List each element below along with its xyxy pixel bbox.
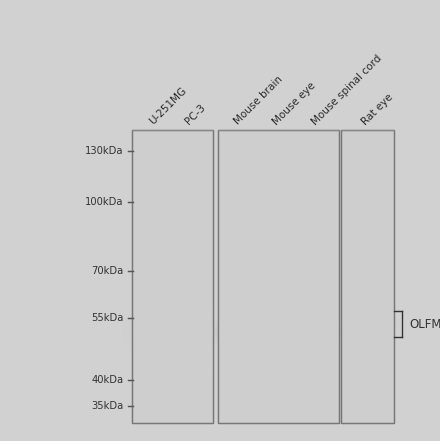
Bar	[132, 130, 213, 423]
Text: PC-3: PC-3	[183, 102, 208, 127]
Text: 130kDa: 130kDa	[84, 146, 123, 156]
Text: U-251MG: U-251MG	[148, 86, 189, 127]
Text: 70kDa: 70kDa	[91, 266, 123, 277]
Bar	[218, 130, 339, 423]
Text: Rat eye: Rat eye	[360, 92, 395, 127]
Bar	[341, 130, 394, 423]
Text: 35kDa: 35kDa	[91, 401, 123, 411]
Bar	[132, 130, 213, 423]
Text: OLFM3: OLFM3	[410, 318, 440, 330]
Text: 55kDa: 55kDa	[91, 313, 123, 323]
Text: Mouse brain: Mouse brain	[232, 74, 285, 127]
Bar	[341, 130, 394, 423]
Text: 40kDa: 40kDa	[91, 375, 123, 385]
Text: 100kDa: 100kDa	[84, 197, 123, 207]
Bar	[218, 130, 339, 423]
Text: Mouse spinal cord: Mouse spinal cord	[310, 53, 384, 127]
Text: Mouse eye: Mouse eye	[271, 80, 318, 127]
